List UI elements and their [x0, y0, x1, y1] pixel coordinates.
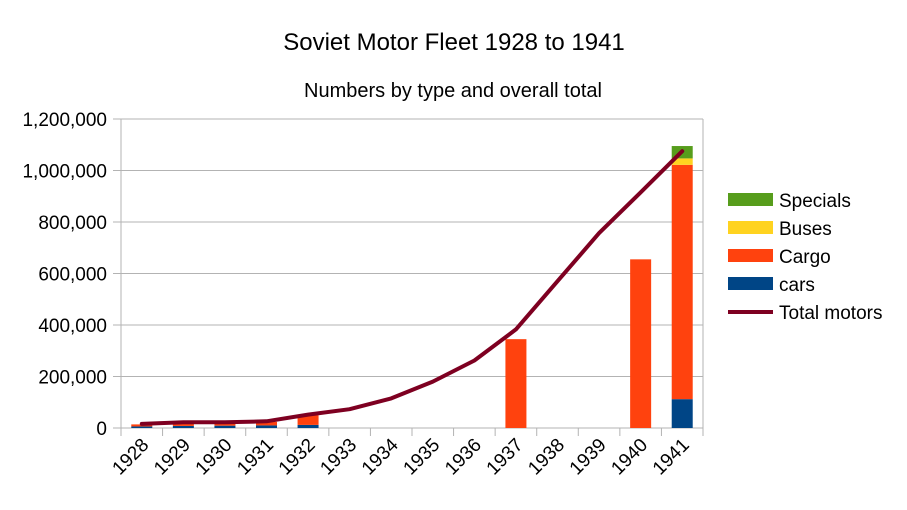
x-tick-label: 1935	[400, 435, 445, 480]
y-tick-label: 400,000	[38, 316, 107, 337]
bar-cars-1931	[256, 425, 277, 428]
x-tick-label: 1930	[192, 435, 237, 480]
legend-swatch-cargo	[728, 249, 773, 262]
x-tick-label: 1934	[358, 434, 403, 479]
x-tick-label: 1941	[649, 435, 694, 480]
y-tick-label: 800,000	[38, 213, 107, 234]
legend-label-cargo: Cargo	[779, 247, 831, 268]
y-tick-label: 1,000,000	[22, 162, 107, 183]
y-tick-label: 600,000	[38, 265, 107, 286]
chart-title: Soviet Motor Fleet 1928 to 1941	[283, 29, 625, 56]
x-tick-label: 1939	[566, 435, 611, 480]
bar-cargo-1940	[630, 259, 652, 428]
legend-label-cars: cars	[779, 275, 815, 296]
bar-cars-1929	[172, 425, 194, 428]
x-tick-label: 1932	[275, 435, 320, 480]
x-tick-label: 1929	[150, 435, 195, 480]
bar-cars-1932	[297, 424, 319, 428]
gridlines	[113, 118, 703, 429]
bar-cargo-1931	[256, 421, 277, 426]
chart-subtitle: Numbers by type and overall total	[304, 80, 602, 102]
bar-cars-1941	[671, 399, 693, 428]
x-tick-label: 1936	[441, 435, 486, 480]
x-tick-labels: 1928192919301931193219331934193519361937…	[109, 434, 694, 479]
y-tick-label: 200,000	[38, 368, 107, 389]
y-tick-labels: 0 200,000 400,000 600,000 800,000 1,000,000 1,…	[22, 110, 107, 440]
bar-cars-1928	[131, 426, 153, 428]
bar-cargo-1932	[297, 415, 319, 425]
legend-label-total-motors: Total motors	[779, 303, 882, 324]
bar-buses-1941	[671, 158, 693, 165]
bars	[131, 146, 693, 428]
legend-swatch-specials	[728, 193, 773, 206]
bar-cargo-1929	[172, 423, 194, 426]
x-tick-label: 1937	[483, 435, 528, 480]
legend-swatch-cars	[728, 277, 773, 290]
x-tick-label: 1938	[524, 435, 569, 480]
x-tick-label: 1928	[109, 435, 154, 480]
bar-cargo-1930	[214, 423, 236, 426]
x-tick-label: 1940	[607, 435, 652, 480]
total-line	[139, 149, 685, 426]
bar-cars-1930	[214, 425, 236, 428]
y-tick-label: 1,200,000	[22, 110, 107, 131]
axes	[120, 119, 704, 436]
x-tick-label: 1931	[233, 435, 278, 480]
bar-cargo-1937	[505, 339, 527, 428]
bar-cargo-1941	[671, 164, 693, 400]
legend: Specials Buses Cargo cars Total motors	[728, 191, 882, 324]
line-total-motors	[139, 149, 685, 426]
x-tick-label: 1933	[316, 435, 361, 480]
legend-label-buses: Buses	[779, 219, 832, 240]
y-tick-label: 0	[96, 419, 107, 440]
legend-swatch-buses	[728, 221, 773, 234]
legend-label-specials: Specials	[779, 191, 851, 212]
